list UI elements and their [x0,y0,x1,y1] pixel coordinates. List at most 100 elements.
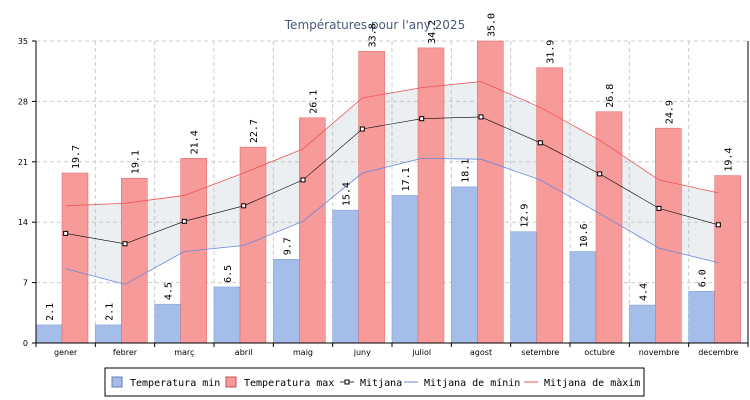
legend-item-avg-min: Mitjana de mínin [404,377,520,389]
y-tick-label: 21 [18,158,28,167]
data-label-max: 34.2 [427,20,438,44]
bar-min [510,231,537,344]
data-label-min: 4.4 [638,283,649,301]
bar-min [273,259,300,344]
data-label-min: 4.5 [164,282,175,300]
data-label-max: 26.1 [308,90,319,114]
line-avg-min [65,157,719,285]
bar-min [688,290,715,344]
avg-marker [715,222,721,228]
legend-label: Mitjana [360,378,402,389]
data-label-min: 12.9 [520,204,531,228]
data-label-min: 10.6 [579,223,590,247]
line-avg [65,116,719,245]
y-tick-label: 0 [23,339,28,348]
bar-min [213,286,241,344]
avg-marker [478,114,484,120]
legend-label: Mitjana de màxim [544,377,640,389]
bar-min [629,304,656,344]
chart-title: Températures pour l'any 2025 [284,18,465,32]
avg-marker [300,177,306,183]
bar-min [154,303,181,344]
data-label-max: 22.7 [249,119,260,143]
legend-swatch [111,376,123,388]
bar-max [595,111,623,344]
grid [36,40,748,343]
legend: Temperatura min Temperatura max Mitjana Mit… [104,367,645,397]
x-tick-label: decembre [698,348,738,357]
x-tick-label: agost [470,348,492,357]
bar-max [61,172,89,344]
data-label-min: 9.7 [282,237,293,255]
data-label-max: 19.1 [130,150,141,174]
data-label-max: 21.4 [190,130,201,154]
legend-box [104,367,645,397]
avg-marker [359,126,365,132]
bar-min [391,195,419,344]
bar-max [299,117,326,344]
line-avg-max [65,81,719,207]
data-labels: 2.1 2.1 4.5 6.5 9.7 15.4 17.1 18.1 12.9 10.6 4.4 6.… [45,13,735,321]
avg-marker [656,205,662,211]
legend-swatch-marker [344,379,350,385]
data-label-min: 17.1 [401,167,412,191]
legend-label: Temperatura max [244,378,334,389]
data-label-min: 6.0 [698,269,709,287]
x-tick-label: octubre [584,348,615,357]
y-tick-label: 7 [23,279,28,288]
x-tick-label: novembre [639,348,680,357]
bars [35,40,741,344]
bar-min [332,209,359,344]
data-label-min: 2.1 [45,303,56,321]
bar-min [451,186,478,344]
data-label-max: 33.8 [368,23,379,47]
legend-item-avg-max: Mitjana de màxim [524,377,640,389]
legend-item-temp-max: Temperatura max [225,376,334,389]
x-tick-label: maig [293,348,313,357]
x-tick-label: juliol [411,348,431,357]
bar-max [655,127,682,344]
x-tick-label: gener [54,348,78,357]
data-label-min: 15.4 [342,182,353,206]
legend-label: Temperatura min [130,378,220,389]
data-label-min: 2.1 [104,303,115,321]
legend-item-temp-min: Temperatura min [111,376,220,389]
data-label-min: 18.1 [460,159,471,183]
avg-marker [537,140,543,146]
y-tick-label: 28 [18,97,28,106]
legend-swatch [225,376,237,388]
avg-marker [419,116,425,122]
bar-max [477,40,504,344]
axes: 0 7 14 21 28 35 gener febrer març abril maig juny ju… [18,37,749,357]
y-tick-label: 14 [18,218,28,227]
bar-min [35,324,63,344]
avg-marker [597,171,603,177]
avg-marker [241,203,247,209]
x-tick-label: abril [235,348,253,357]
bar-min [569,251,597,344]
legend-item-avg: Mitjana [340,378,402,389]
avg-marker [181,218,187,224]
avg-marker [63,230,69,236]
lines [63,81,721,285]
x-tick-label: febrer [113,348,138,357]
bar-max [358,51,385,344]
x-tick-label: març [174,348,194,357]
bar-max [536,67,563,344]
bar-max [121,177,148,344]
x-tick-label: setembre [521,348,559,357]
data-label-max: 19.7 [71,145,82,169]
bar-max [714,175,741,344]
x-tick-label: juny [353,348,371,357]
data-label-max: 19.4 [724,148,735,172]
data-label-min: 6.5 [223,265,234,283]
data-label-max: 35.0 [486,13,497,37]
data-label-max: 31.9 [546,40,557,64]
bar-max [417,47,445,344]
y-tick-label: 35 [18,37,28,46]
data-label-max: 26.8 [605,84,616,108]
legend-label: Mitjana de mínin [424,377,520,389]
bar-min [95,324,122,344]
avg-marker [122,241,128,247]
